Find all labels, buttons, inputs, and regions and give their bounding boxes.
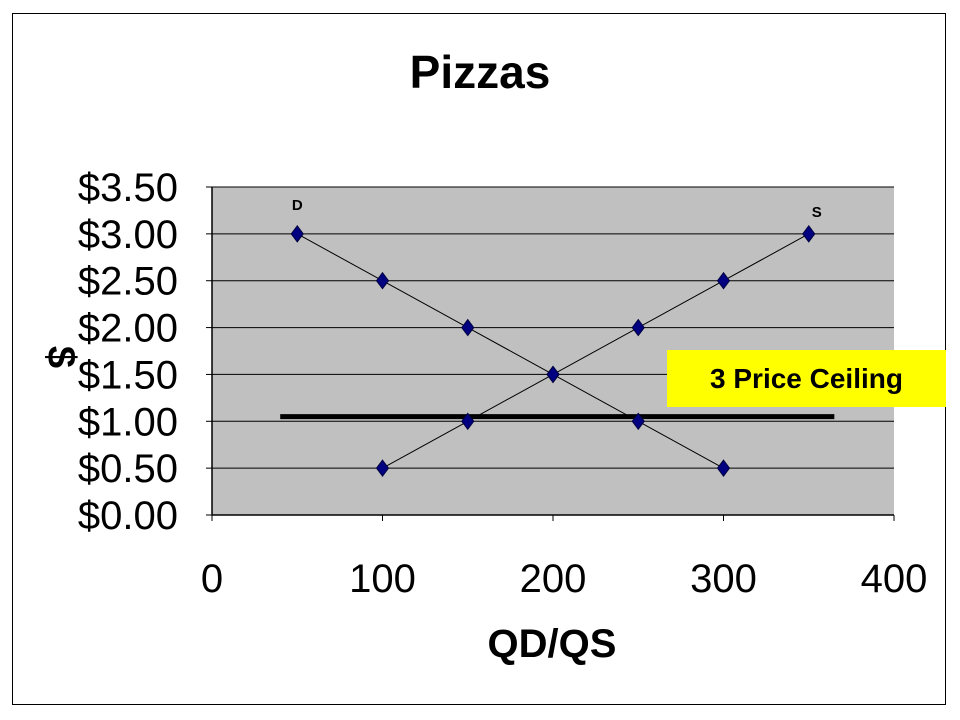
data-point-s <box>631 318 645 337</box>
gridlines <box>206 186 895 521</box>
data-point-d <box>461 318 475 337</box>
y-tick-label: $2.50 <box>78 260 178 304</box>
y-tick-label: $1.50 <box>78 353 178 397</box>
series-line-s <box>382 233 809 469</box>
y-tick-label: $3.00 <box>78 213 178 257</box>
y-tick-label: $3.50 <box>78 166 178 210</box>
data-point-s <box>802 225 816 243</box>
data-point-d <box>631 412 645 431</box>
series-label-d: D <box>292 197 303 214</box>
data-point-s <box>716 271 731 290</box>
x-tick-label: 200 <box>520 557 587 601</box>
x-tick-label: 0 <box>201 557 223 601</box>
y-tick-label: $1.00 <box>78 400 178 444</box>
data-point-s <box>375 459 390 477</box>
x-tick-label: 300 <box>690 557 757 601</box>
data-point-s <box>461 412 475 431</box>
x-tick-label: 100 <box>349 557 416 601</box>
y-tick-labels: $0.00$0.50$1.00$1.50$2.00$2.50$3.00$3.50 <box>78 166 178 538</box>
data-point-d <box>290 225 304 243</box>
series-line-d <box>297 233 724 469</box>
y-tick-label: $0.50 <box>78 447 178 491</box>
price-ceiling-label: 3 Price Ceiling <box>667 350 946 407</box>
axes <box>211 187 894 516</box>
y-tick-label: $2.00 <box>78 307 178 351</box>
y-tick-label: $0.00 <box>78 494 178 538</box>
series-lines <box>297 233 809 469</box>
y-axis-title: $ <box>39 346 83 368</box>
chart-title: Pizzas <box>410 46 551 98</box>
data-markers <box>290 225 816 477</box>
x-tick-labels: 0 100 200 300 400 <box>201 557 928 601</box>
x-axis-title: QD/QS <box>488 622 617 666</box>
data-point-d <box>716 459 731 477</box>
series-label-s: S <box>812 204 822 221</box>
x-tick-label: 400 <box>861 557 928 601</box>
data-point-s <box>546 365 560 384</box>
data-point-d <box>375 271 390 290</box>
